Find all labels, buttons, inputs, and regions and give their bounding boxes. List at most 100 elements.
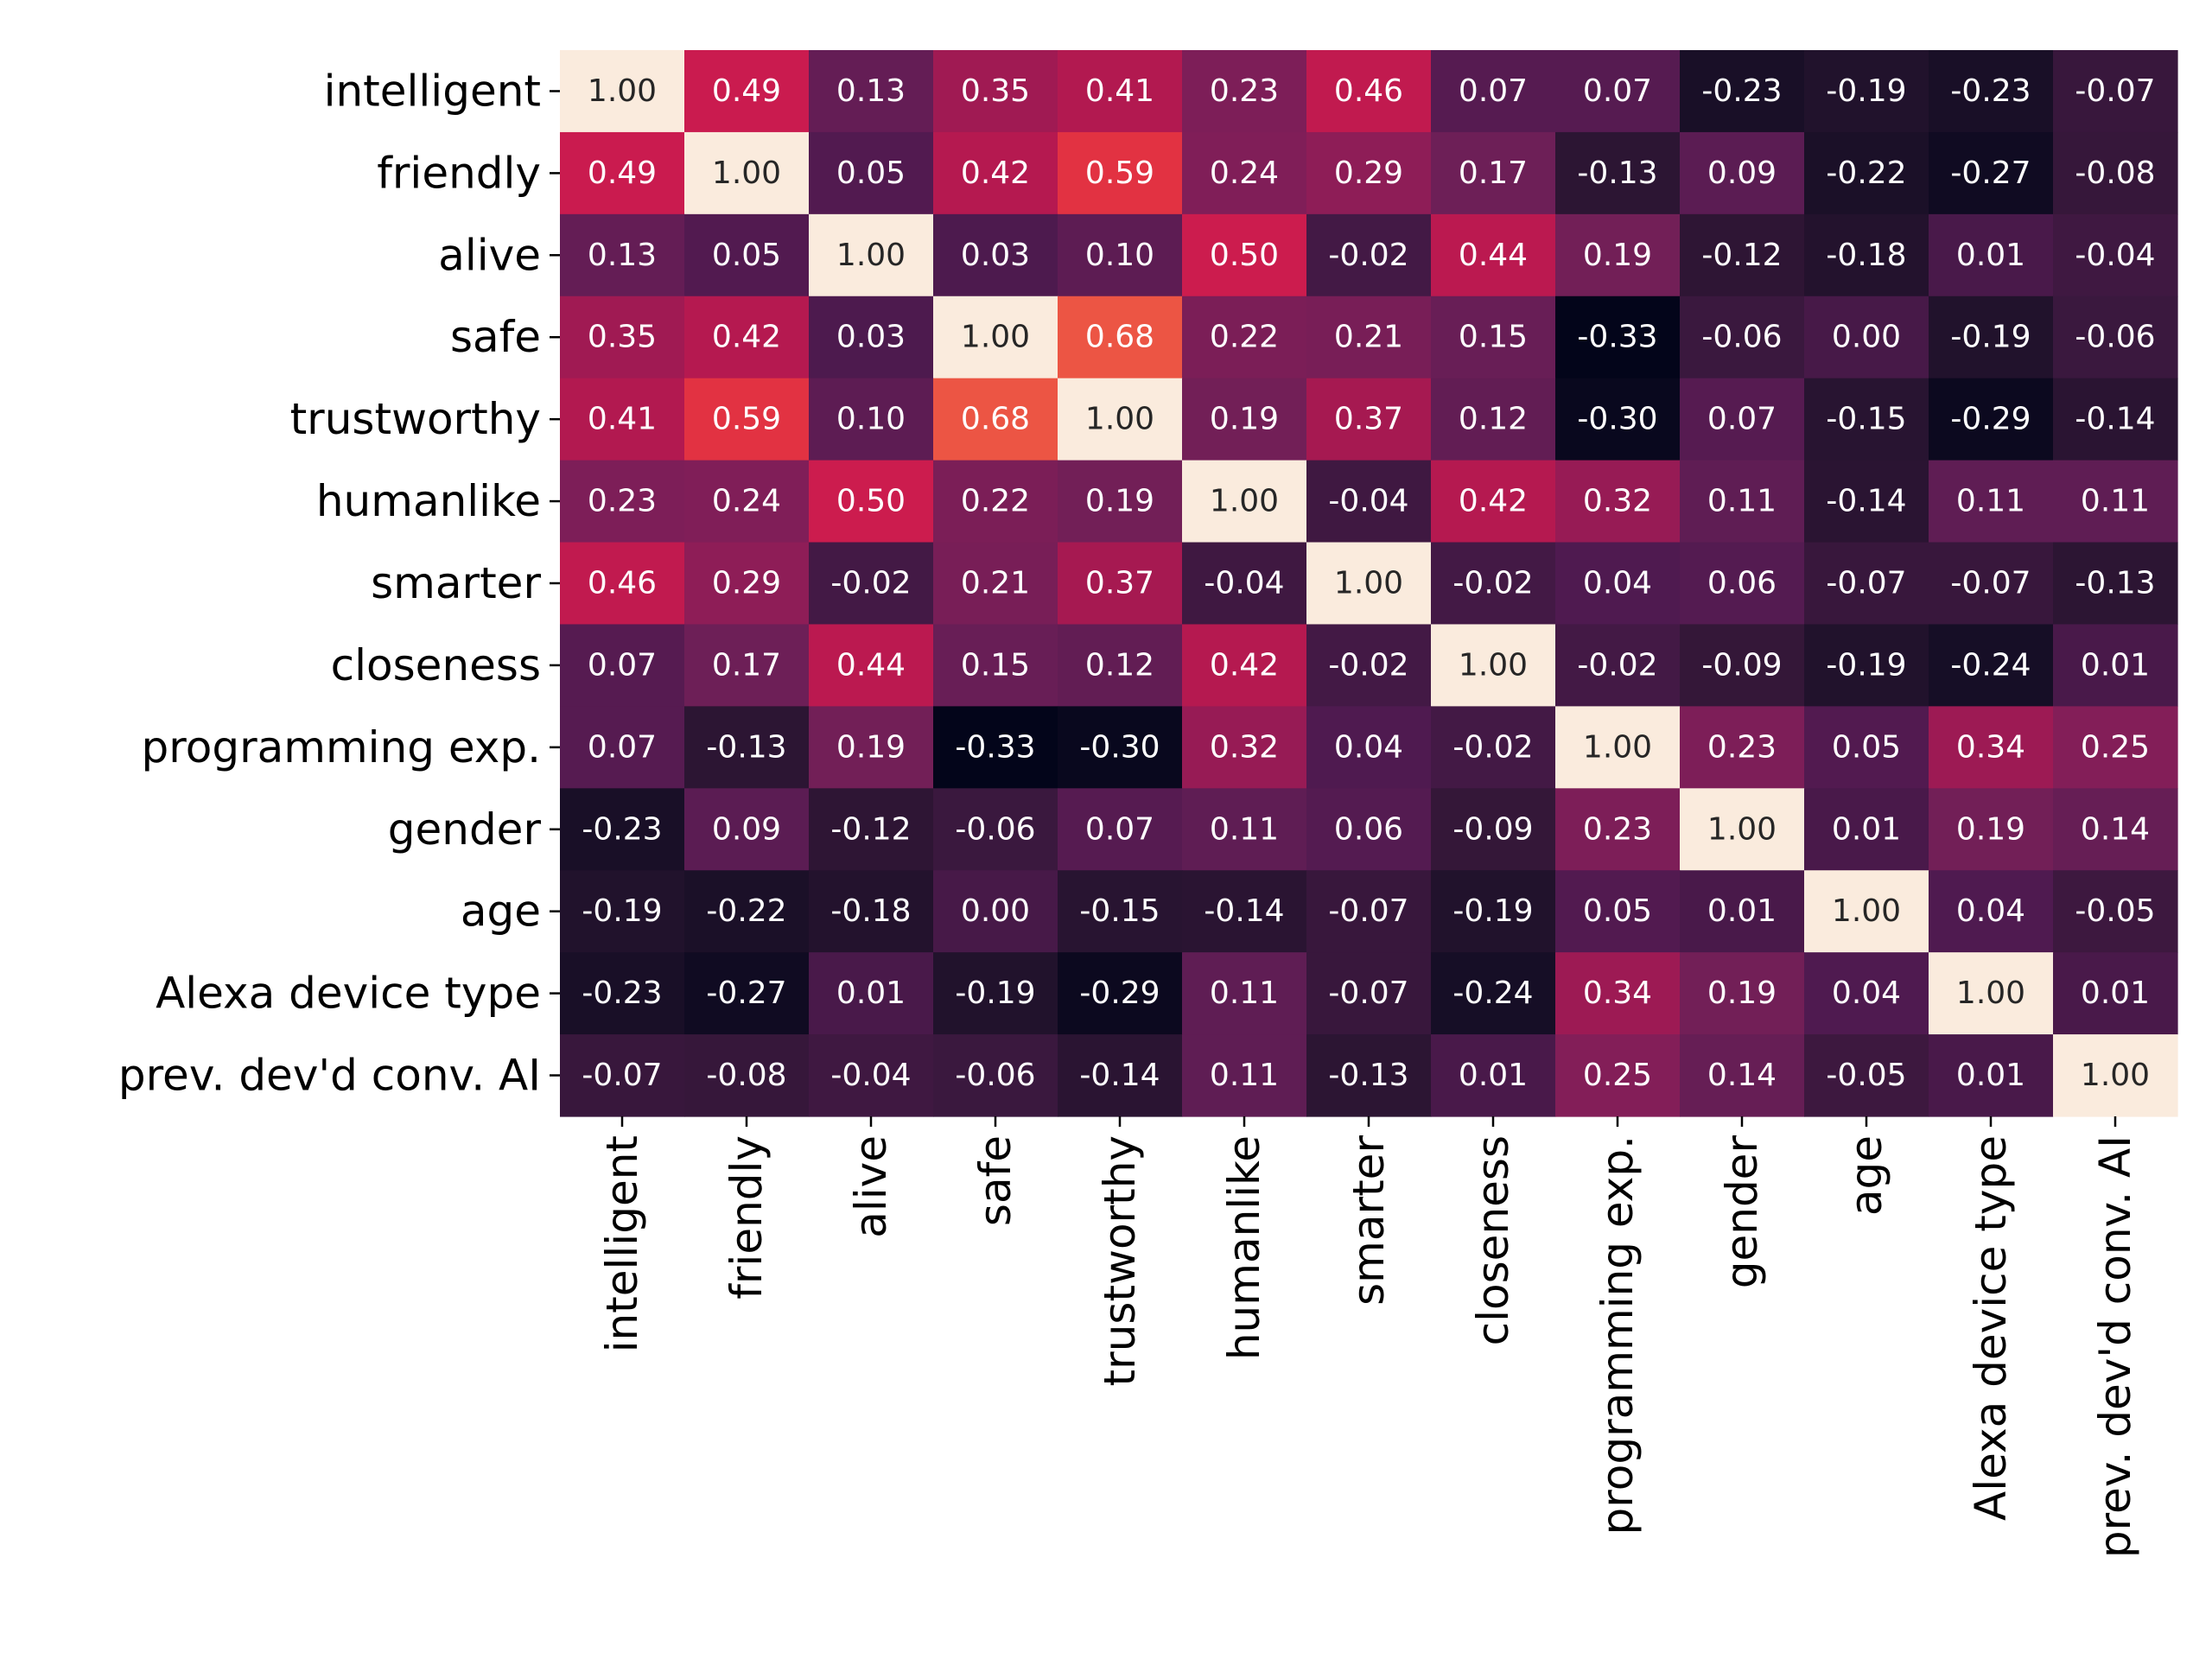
heatmap-cell-prev-dev-d-conv-ai-friendly (684, 1034, 810, 1117)
cell-value-label: -0.29 (1950, 402, 2031, 437)
heatmap-cell-closeness-alexa-device-type (1929, 624, 2054, 707)
heatmap-cell-safe-intelligent (560, 296, 685, 379)
heatmap-cell-humanlike-smarter (1306, 460, 1432, 543)
heatmap-cell-closeness-friendly (684, 624, 810, 707)
cell-value-label: 0.15 (961, 647, 1030, 683)
heatmap-cell-trustworthy-trustworthy (1058, 378, 1183, 461)
heatmap-cell-closeness-safe (933, 624, 1058, 707)
heatmap-cell-prev-dev-d-conv-ai-smarter (1306, 1034, 1432, 1117)
cell-value-label: 0.35 (961, 73, 1030, 109)
cell-value-label: 0.24 (712, 484, 781, 519)
heatmap-cell-safe-smarter (1306, 296, 1432, 379)
heatmap-cell-smarter-prev-dev-d-conv-ai (2053, 542, 2178, 626)
heatmap-cell-trustworthy-prev-dev-d-conv-ai (2053, 378, 2178, 461)
heatmap-cell-programming-exp-alive (809, 706, 934, 789)
heatmap-cell-safe-closeness (1431, 296, 1556, 379)
cell-value-label: -0.23 (582, 811, 662, 847)
cell-value-label: -0.05 (1826, 1058, 1906, 1093)
cell-value-label: 0.19 (1085, 484, 1154, 519)
cell-value-label: 0.01 (2081, 647, 2150, 683)
x-tick-label-humanlike: humanlike (1219, 1135, 1269, 1360)
heatmap-cell-closeness-smarter (1306, 624, 1432, 707)
heatmap-cell-intelligent-alexa-device-type (1929, 50, 2054, 133)
heatmap-cell-humanlike-age (1804, 460, 1929, 543)
cell-value-label: 0.07 (588, 729, 657, 765)
cell-value-label: 0.01 (1832, 811, 1901, 847)
heatmap-cell-programming-exp-programming-exp (1555, 706, 1681, 789)
heatmap-cell-friendly-safe (933, 131, 1058, 215)
heatmap-cell-gender-trustworthy (1058, 788, 1183, 871)
heatmap-cell-safe-gender (1680, 296, 1805, 379)
cell-value-label: 0.04 (1832, 976, 1901, 1011)
cell-value-label: -0.14 (1079, 1058, 1160, 1093)
cell-value-label: -0.14 (1204, 893, 1284, 929)
cell-value-label: 0.46 (1334, 73, 1403, 109)
heatmap-cell-gender-safe (933, 788, 1058, 871)
cell-value-label: -0.22 (706, 893, 786, 929)
cell-value-label: 1.00 (1210, 484, 1279, 519)
cell-value-label: -0.13 (2075, 566, 2155, 601)
cell-value-label: 0.11 (1707, 484, 1777, 519)
heatmap-cell-prev-dev-d-conv-ai-alexa-device-type (1929, 1034, 2054, 1117)
cell-value-label: 0.11 (1210, 811, 1279, 847)
cell-value-label: -0.05 (2075, 893, 2155, 929)
cell-value-label: 0.44 (836, 647, 906, 683)
heatmap-cell-smarter-humanlike (1182, 542, 1307, 626)
x-tick-label-programming-exp: programming exp. (1592, 1135, 1643, 1535)
cell-value-label: -0.23 (1950, 73, 2031, 109)
heatmap-cell-alexa-device-type-closeness (1431, 952, 1556, 1035)
cell-value-label: 0.01 (1707, 893, 1777, 929)
heatmap-cell-closeness-intelligent (560, 624, 685, 707)
cell-value-label: 1.00 (1707, 811, 1777, 847)
heatmap-cell-humanlike-intelligent (560, 460, 685, 543)
heatmap-cell-programming-exp-trustworthy (1058, 706, 1183, 789)
heatmap-cell-smarter-trustworthy (1058, 542, 1183, 626)
cell-value-label: 1.00 (712, 156, 781, 191)
heatmap-cell-programming-exp-gender (1680, 706, 1805, 789)
cell-value-label: 0.07 (1085, 811, 1154, 847)
heatmap-cell-closeness-prev-dev-d-conv-ai (2053, 624, 2178, 707)
heatmap-cell-closeness-trustworthy (1058, 624, 1183, 707)
cell-value-label: 0.15 (1459, 320, 1528, 355)
cell-value-label: -0.14 (1826, 484, 1906, 519)
cell-value-label: 0.06 (1707, 566, 1777, 601)
cell-value-label: -0.19 (1826, 73, 1906, 109)
cell-value-label: 0.05 (1583, 893, 1652, 929)
y-tick-label-friendly: friendly (377, 148, 541, 198)
cell-value-label: -0.19 (1950, 320, 2031, 355)
heatmap-cell-gender-programming-exp (1555, 788, 1681, 871)
heatmap-cell-age-friendly (684, 870, 810, 953)
heatmap-cell-programming-exp-alexa-device-type (1929, 706, 2054, 789)
cell-value-label: -0.18 (830, 893, 911, 929)
cell-value-label: -0.15 (1826, 402, 1906, 437)
cell-value-label: 0.06 (1334, 811, 1403, 847)
cell-value-label: 0.32 (1583, 484, 1652, 519)
cell-value-label: 1.00 (1085, 402, 1154, 437)
x-tick-label-alive: alive (846, 1135, 896, 1238)
heatmap-cell-intelligent-intelligent (560, 50, 685, 133)
heatmap-cell-friendly-intelligent (560, 131, 685, 215)
heatmap-cell-age-age (1804, 870, 1929, 953)
heatmap-cell-alexa-device-type-humanlike (1182, 952, 1307, 1035)
cell-value-label: 0.29 (1334, 156, 1403, 191)
cell-value-label: 0.13 (836, 73, 906, 109)
cell-value-label: -0.02 (1328, 647, 1408, 683)
cell-value-label: 0.04 (1956, 893, 2025, 929)
cell-value-label: 0.23 (588, 484, 657, 519)
heatmap-cell-alexa-device-type-trustworthy (1058, 952, 1183, 1035)
cell-value-label: 0.01 (1956, 238, 2025, 273)
heatmap-cell-alexa-device-type-safe (933, 952, 1058, 1035)
heatmap-cell-programming-exp-closeness (1431, 706, 1556, 789)
heatmap-cell-trustworthy-intelligent (560, 378, 685, 461)
cell-value-label: -0.07 (582, 1058, 662, 1093)
heatmap-cell-intelligent-prev-dev-d-conv-ai (2053, 50, 2178, 133)
x-tick-label-gender: gender (1717, 1135, 1767, 1289)
heatmap-cell-programming-exp-friendly (684, 706, 810, 789)
heatmap-cell-humanlike-trustworthy (1058, 460, 1183, 543)
heatmap-cell-programming-exp-age (1804, 706, 1929, 789)
heatmap-cell-programming-exp-smarter (1306, 706, 1432, 789)
cell-value-label: 0.19 (1707, 976, 1777, 1011)
cell-value-label: 0.07 (1459, 73, 1528, 109)
cell-value-label: 0.37 (1334, 402, 1403, 437)
cell-value-label: -0.13 (1328, 1058, 1408, 1093)
